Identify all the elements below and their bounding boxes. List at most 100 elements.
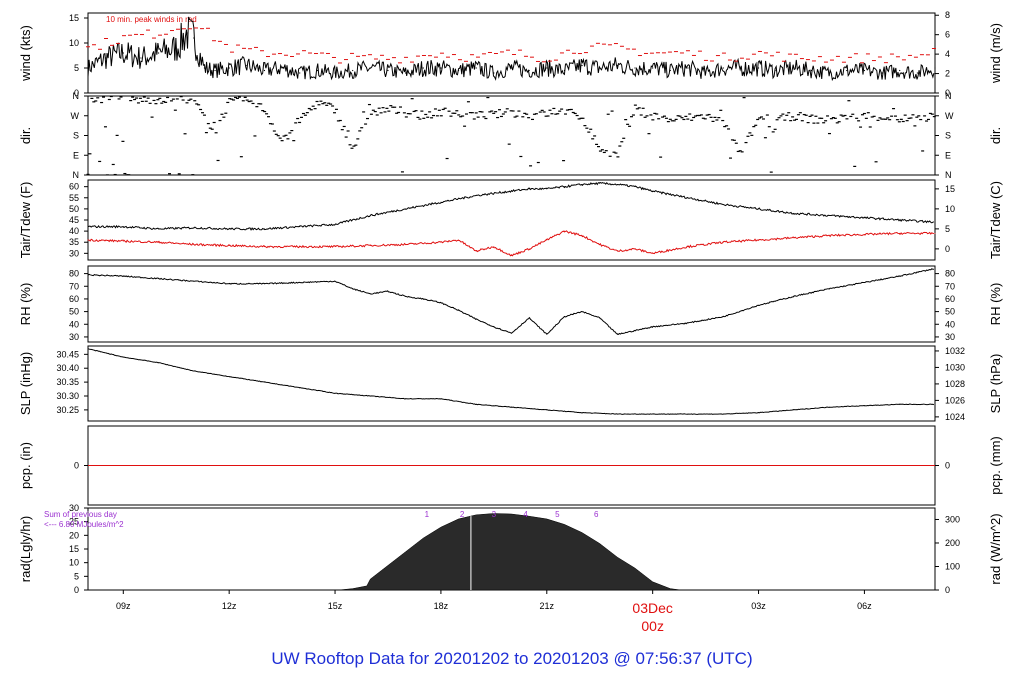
data-point	[934, 221, 936, 223]
data-point	[475, 67, 477, 69]
data-point	[581, 235, 583, 237]
y-tick-label-right: 80	[945, 269, 955, 279]
data-point	[881, 72, 883, 74]
data-point	[546, 67, 548, 69]
rad-hour-marker: 3	[492, 510, 497, 519]
x-tick-label: 09z	[116, 601, 131, 611]
y-axis-label-right: pcp. (mm)	[988, 436, 1003, 495]
data-point	[193, 37, 195, 39]
rad-hour-marker: 6	[594, 510, 599, 519]
data-point	[387, 290, 389, 292]
panel-slp: SLP (inHg) SLP (hPa) 30.25 30.30 30.35 30.40 3…	[18, 345, 1003, 422]
y-axis-label-left: SLP (inHg)	[18, 352, 33, 415]
data-point	[299, 281, 301, 283]
data-point	[122, 226, 124, 228]
data-point	[899, 403, 901, 405]
y-tick-label-right: 70	[945, 281, 955, 291]
y-tick-label-left: 20	[69, 530, 79, 540]
data-line	[87, 16, 935, 82]
data-point	[175, 47, 177, 49]
data-point	[228, 228, 230, 230]
y-tick-label-right: 4	[945, 49, 950, 59]
y-tick-label-right: N	[945, 170, 952, 180]
y-tick-label-left: 15	[69, 13, 79, 23]
series-wind-1	[86, 27, 936, 64]
data-point	[186, 32, 188, 34]
page-title: UW Rooftop Data for 20201202 to 20201203…	[271, 649, 753, 668]
panel-wind: wind (kts) wind (m/s) 0 5 10 15 0 2 4 6 8 10 min. p…	[18, 10, 1003, 98]
y-tick-label-left: E	[73, 150, 79, 160]
y-tick-label-right: 10	[945, 204, 955, 214]
y-tick-label-right: 100	[945, 561, 960, 571]
data-point	[263, 228, 265, 230]
data-point	[105, 57, 107, 59]
data-point	[581, 64, 583, 67]
data-point	[581, 311, 583, 313]
data-point	[475, 195, 477, 197]
data-point	[563, 69, 566, 72]
rad-hour-marker: 4	[523, 510, 528, 519]
y-tick-label-right: 50	[945, 307, 955, 317]
rad-annotation: <--- 6.80 MJoules/m^2	[44, 520, 124, 529]
data-point	[722, 67, 724, 69]
y-axis-label-right: SLP (hPa)	[988, 354, 1003, 414]
data-point	[916, 72, 918, 74]
data-point	[387, 69, 389, 72]
data-point	[440, 241, 442, 243]
panel-pcp: pcp. (in) pcp. (mm) 0 0	[18, 425, 1003, 506]
data-point	[599, 317, 601, 319]
y-tick-label-left: 25	[69, 517, 79, 527]
data-point	[828, 406, 830, 408]
data-point	[810, 69, 813, 72]
y-tick-label-right: 1030	[945, 362, 965, 372]
data-point	[475, 403, 477, 405]
x-axis: 09z 12z 15z 18z 21z 03Dec 00z 03z 06z	[116, 590, 872, 634]
data-point	[299, 246, 301, 248]
data-point	[334, 280, 336, 282]
data-point	[581, 412, 583, 414]
rad-annotation: Sum of previous day	[44, 510, 117, 519]
data-point	[228, 67, 230, 69]
data-point	[528, 248, 530, 250]
data-point	[899, 69, 901, 72]
data-point	[458, 239, 460, 241]
y-tick-label-right: 1028	[945, 379, 965, 389]
data-point	[369, 293, 371, 295]
rad-hour-marker: 1	[425, 510, 430, 519]
data-point	[440, 67, 442, 69]
y-tick-label-right: 1024	[945, 412, 965, 422]
data-point	[369, 245, 371, 247]
data-point	[616, 250, 618, 252]
data-point	[87, 239, 89, 241]
data-point	[652, 326, 654, 328]
data-point	[87, 274, 89, 276]
data-point	[369, 215, 371, 217]
y-tick-label-left: 0	[74, 88, 79, 98]
data-point	[193, 227, 195, 229]
data-point	[263, 69, 266, 72]
y-tick-label-left: W	[71, 111, 80, 121]
y-tick-label-left: 40	[69, 319, 79, 329]
data-line	[87, 268, 934, 335]
data-point	[281, 67, 283, 69]
x-tick-label: 15z	[328, 601, 343, 611]
panel-frame	[87, 179, 936, 261]
data-point	[863, 69, 866, 72]
data-point	[299, 387, 301, 389]
y-axis-label-left: rad(Lgly/hr)	[18, 516, 33, 582]
y-tick-label-right: 300	[945, 514, 960, 524]
y-tick-label-right: 0	[945, 585, 950, 595]
y-tick-label-right: 15	[945, 184, 955, 194]
data-point	[546, 333, 548, 335]
y-tick-label-left: 30	[69, 332, 79, 342]
data-point	[493, 72, 495, 74]
data-point	[934, 232, 936, 234]
data-point	[687, 246, 689, 248]
data-point	[334, 72, 336, 74]
y-tick-label-left: 30.45	[56, 349, 79, 359]
y-tick-label-left: 0	[74, 585, 79, 595]
data-point	[546, 239, 548, 241]
data-point	[87, 67, 89, 69]
